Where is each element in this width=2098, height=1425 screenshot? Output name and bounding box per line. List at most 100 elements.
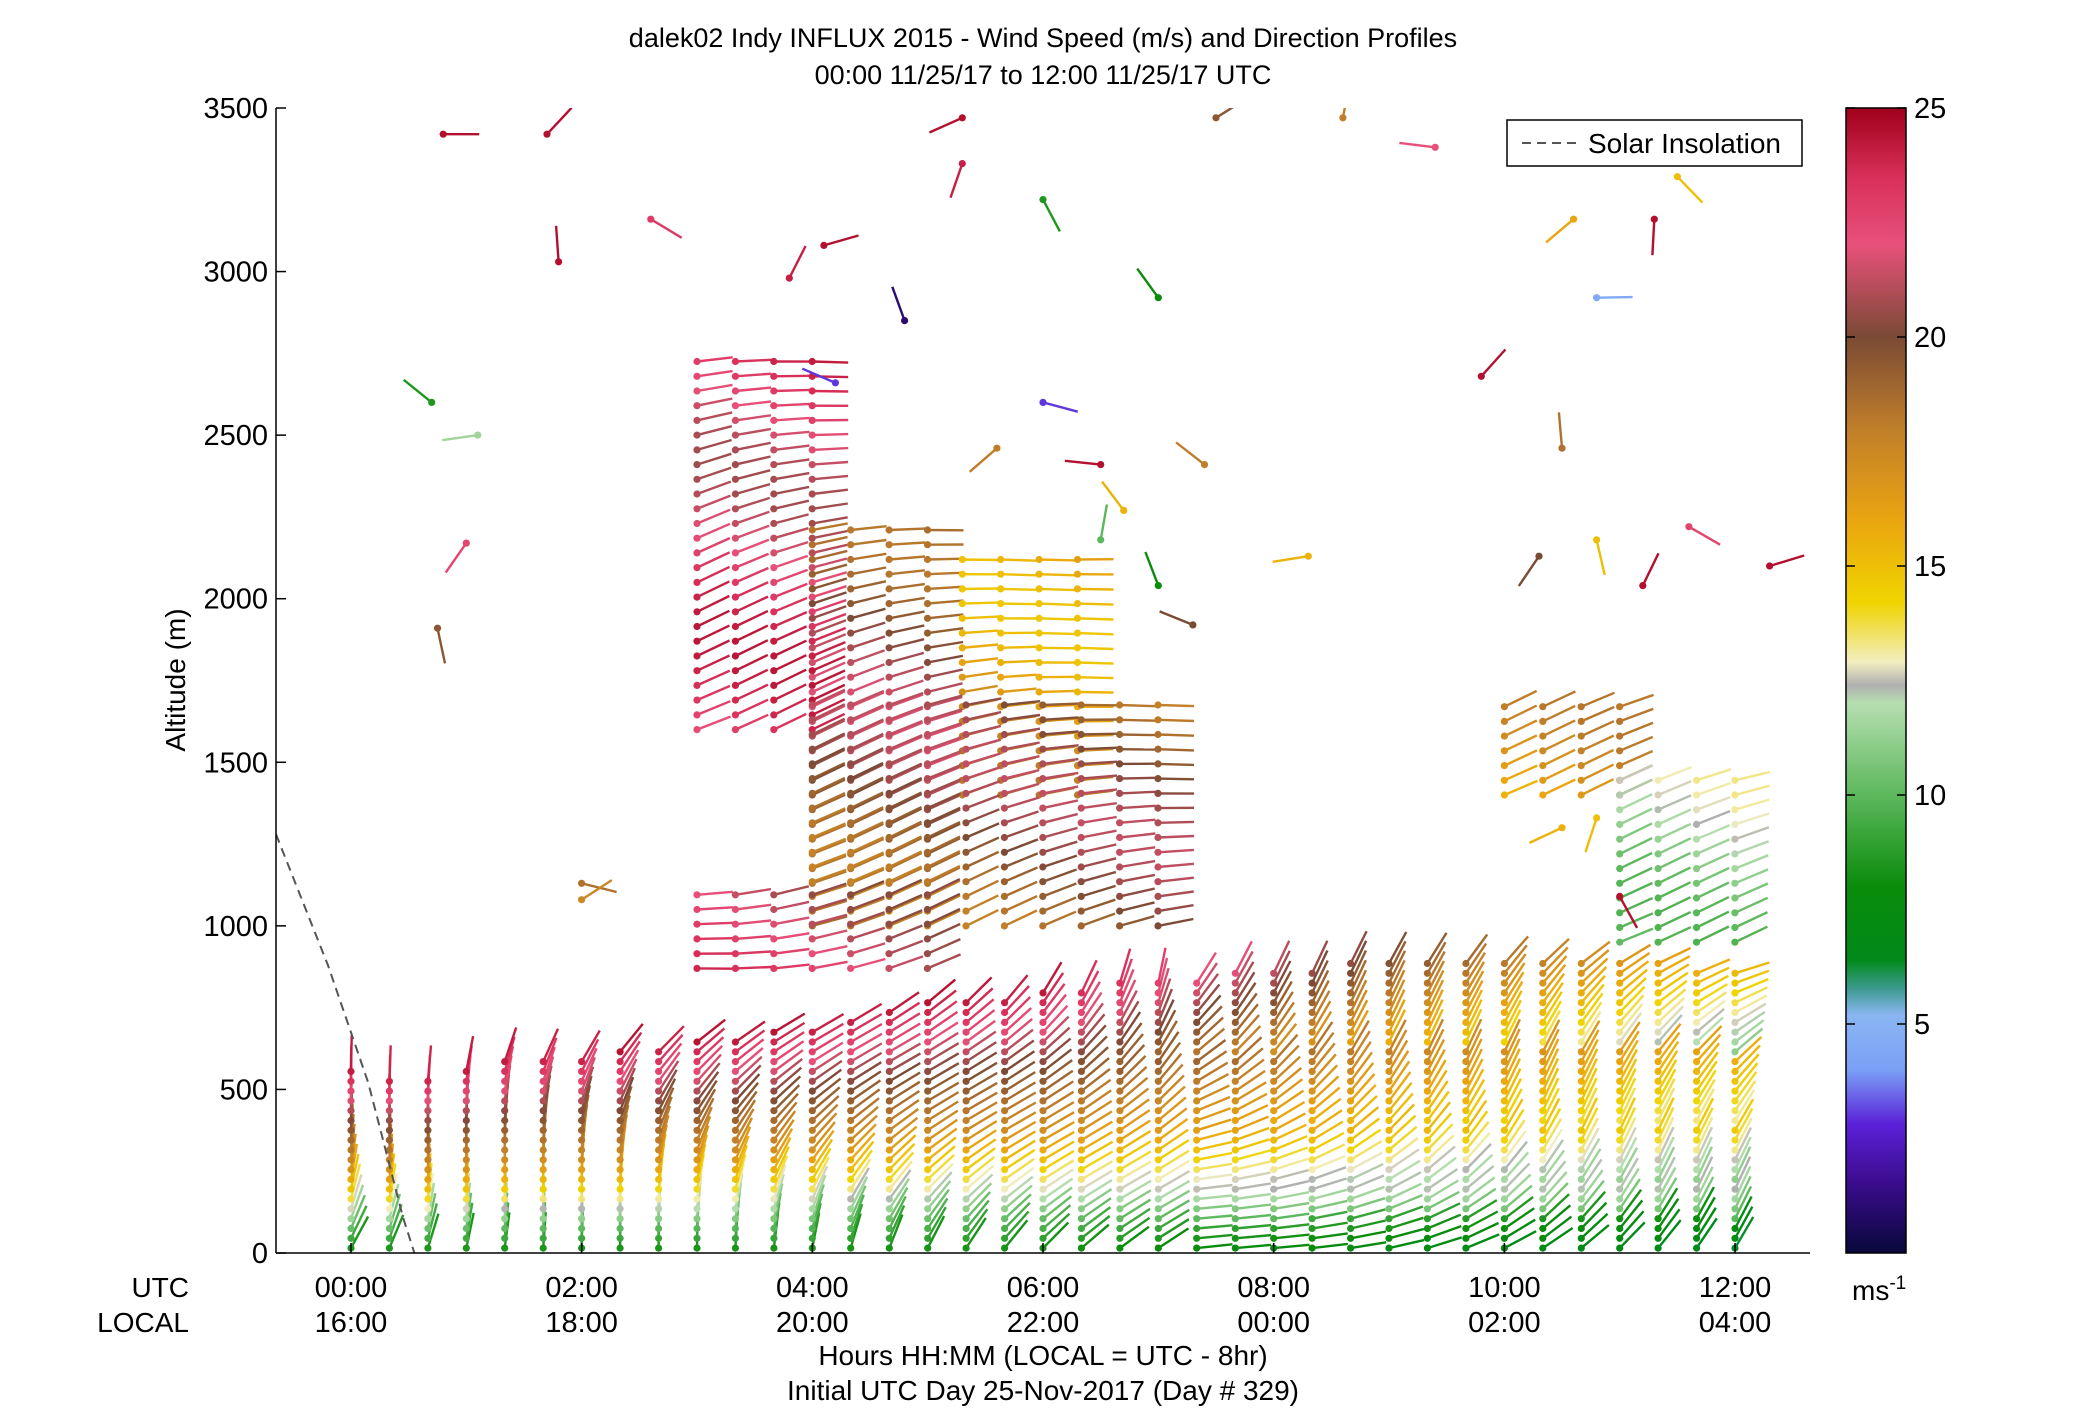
- wind-barb-point: [1000, 907, 1009, 915]
- wind-barb-shaft: [965, 808, 1000, 824]
- wind-barb-point: [347, 1126, 355, 1134]
- wind-barb-shaft: [1000, 645, 1037, 649]
- wind-barb-point: [808, 564, 816, 572]
- wind-barb-point: [1616, 1215, 1624, 1223]
- wind-barb-shaft: [349, 1153, 360, 1190]
- wind-barb-shaft: [1157, 999, 1175, 1033]
- wind-barb-shaft: [1426, 999, 1444, 1033]
- wind-barb-point: [1347, 1205, 1355, 1213]
- wind-barb-shaft: [1580, 1117, 1599, 1151]
- wind-barb-shaft: [1042, 1111, 1075, 1132]
- wind-barb-shaft: [1619, 778, 1653, 797]
- wind-barb-shaft: [812, 360, 849, 364]
- wind-barb-shaft: [1157, 1149, 1190, 1171]
- wind-barb-shaft: [1234, 1003, 1259, 1033]
- wind-barb-shaft: [1733, 1117, 1753, 1151]
- wind-barb-shaft: [965, 1199, 990, 1230]
- wind-barb-shaft: [1003, 985, 1030, 1014]
- wind-barb-point: [1692, 776, 1701, 784]
- wind-barb-point: [1693, 1028, 1701, 1036]
- wind-barb-point: [962, 1205, 970, 1213]
- wind-barb-shaft: [811, 945, 848, 955]
- wind-barb-shaft: [1272, 1001, 1295, 1033]
- wind-barb-shaft: [1465, 1221, 1500, 1240]
- wind-barb-point: [962, 1077, 970, 1085]
- wind-barb-shaft: [1618, 1167, 1640, 1200]
- wind-barb-shaft: [888, 1012, 921, 1034]
- wind-barb-point: [1693, 979, 1701, 987]
- wind-barb-shaft: [811, 960, 848, 970]
- wind-barb-point: [1731, 909, 1739, 917]
- wind-barb-shaft: [1387, 969, 1406, 1004]
- wind-barb-point: [347, 1107, 355, 1115]
- wind-barb-shaft: [811, 669, 846, 687]
- wind-barb-shaft: [1657, 779, 1692, 797]
- wind-barb-shaft: [849, 1149, 873, 1181]
- wind-barb-point: [962, 1028, 970, 1036]
- wind-barb-shaft: [1004, 700, 1041, 707]
- wind-barb-shaft: [1234, 950, 1254, 984]
- wind-barb-shaft: [696, 551, 731, 569]
- wind-barb-shaft: [965, 1030, 997, 1053]
- wind-barb-shaft: [811, 929, 848, 941]
- wind-barb-shaft: [1541, 1000, 1562, 1033]
- wind-barb-shaft: [1733, 1195, 1753, 1230]
- wind-barb-point: [1116, 878, 1124, 886]
- wind-barb-shaft: [1426, 1101, 1451, 1132]
- wind-barb-point: [1577, 1156, 1585, 1164]
- wind-barb-shaft: [1619, 912, 1654, 929]
- wind-barb-point: [847, 673, 855, 681]
- wind-barb-shaft: [1503, 1038, 1521, 1072]
- wind-barb-shaft: [1349, 969, 1367, 1004]
- wind-barb-shaft: [1657, 1097, 1675, 1131]
- wind-barb-point: [1693, 1195, 1701, 1203]
- wind-barb-point: [433, 624, 442, 632]
- wind-barb-point: [1385, 959, 1393, 968]
- wind-barb-shaft: [1542, 1204, 1572, 1230]
- wind-barb-point: [847, 1205, 855, 1213]
- wind-barb-shaft: [1003, 1091, 1037, 1112]
- wind-barb-point: [1193, 1166, 1201, 1174]
- wind-barb-shaft: [927, 723, 963, 738]
- wind-barb-shaft: [811, 577, 848, 591]
- wind-barb-point: [1616, 1116, 1624, 1125]
- wind-barb-shaft: [773, 625, 808, 643]
- wind-barb-point: [1462, 1195, 1470, 1203]
- wind-barb-shaft: [926, 866, 961, 885]
- wind-barb-point: [1001, 999, 1009, 1007]
- wind-barb-shaft: [888, 1160, 913, 1190]
- wind-barb-point: [1039, 922, 1047, 930]
- wind-barb-point: [693, 1038, 701, 1046]
- wind-barb-shaft: [850, 1032, 883, 1053]
- wind-barb-point: [847, 1067, 855, 1075]
- wind-barb-point: [1116, 1008, 1124, 1017]
- wind-barb-shaft: [1196, 1204, 1233, 1210]
- wind-barb-point: [1462, 1116, 1470, 1125]
- wind-barb-shaft: [546, 108, 573, 136]
- wind-barb-shaft: [1657, 837, 1692, 855]
- wind-barb-shaft: [1119, 1216, 1151, 1240]
- wind-barb-point: [501, 1077, 509, 1085]
- wind-barb-shaft: [1004, 782, 1040, 795]
- wind-barb-shaft: [1387, 989, 1406, 1023]
- wind-barb-point: [462, 1224, 470, 1233]
- wind-barb-shaft: [1734, 994, 1768, 1014]
- wind-barb-point: [770, 505, 778, 513]
- wind-barb-shaft: [580, 1075, 593, 1112]
- wind-barb-point: [1116, 1215, 1124, 1223]
- wind-barb-point: [1077, 1234, 1085, 1242]
- wind-barb-shaft: [695, 1115, 712, 1151]
- wind-barb-shaft: [1003, 1210, 1030, 1240]
- wind-barb-point: [885, 905, 893, 914]
- wind-barb-shaft: [1734, 969, 1770, 985]
- wind-barb-point: [539, 1205, 547, 1213]
- wind-barb-point: [1385, 1087, 1393, 1095]
- wind-barb-shaft: [773, 430, 810, 437]
- wind-barb-shaft: [1619, 927, 1654, 944]
- wind-barb-point: [1693, 989, 1701, 997]
- wind-barb-point: [962, 999, 970, 1007]
- wind-barb-point: [808, 1097, 816, 1105]
- wind-barb-shaft: [849, 1167, 870, 1200]
- wind-barb-shaft: [1503, 1151, 1530, 1181]
- wind-barb-point: [808, 1028, 816, 1036]
